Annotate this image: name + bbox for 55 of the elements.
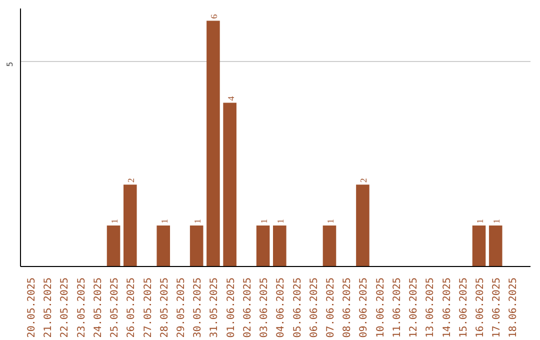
x-tick-label: 30.05.2025 [192,277,204,338]
x-tick-label: 17.06.2025 [492,277,503,338]
x-tick-label: 15.06.2025 [458,277,470,338]
data-label: 2 [126,178,136,183]
x-tick-label: 29.05.2025 [176,277,187,338]
bar [223,102,236,266]
x-tick-label: 06.06.2025 [308,277,320,338]
x-tick-label: 02.06.2025 [242,277,254,338]
x-tick-label: 22.05.2025 [60,277,71,338]
bar [256,226,270,266]
x-tick-label: 27.05.2025 [142,277,154,338]
bar [273,226,286,266]
x-tick-label: 24.05.2025 [92,277,104,338]
x-tick-label: 07.06.2025 [325,277,336,338]
bar [472,226,486,266]
data-label: 1 [492,219,502,224]
x-tick-label: 08.06.2025 [342,277,354,338]
x-tick-label: 05.06.2025 [292,277,304,338]
x-tick-label: 26.05.2025 [126,277,138,338]
data-label: 1 [110,219,120,224]
data-label: 2 [358,178,369,183]
x-tick-label: 20.05.2025 [26,277,38,338]
x-tick-label: 31.05.2025 [209,277,220,338]
x-tick-label: 12.06.2025 [408,277,420,338]
x-tick-label: 13.06.2025 [425,277,436,338]
x-tick-label: 14.06.2025 [442,277,453,338]
x-tick-label: 18.06.2025 [508,277,520,338]
x-tick-label: 04.06.2025 [276,277,287,338]
x-tick-label: 01.06.2025 [226,277,237,338]
x-tick-label: 09.06.2025 [358,277,370,338]
data-label: 6 [209,14,220,19]
y-tick-label: 5 [6,62,14,67]
bar [356,184,370,266]
data-label: 1 [159,219,170,224]
x-tick-label: 03.06.2025 [259,277,270,338]
bar [106,226,120,266]
data-label: 1 [475,219,485,224]
data-label: 1 [259,219,270,224]
data-label: 1 [192,219,203,224]
x-tick-label: 21.05.2025 [43,277,54,338]
x-tick-label: 16.06.2025 [475,277,486,338]
bar [123,184,137,266]
bar [156,226,170,266]
bar [206,20,220,266]
data-label: 4 [226,96,236,101]
data-label: 1 [276,219,286,224]
bar [488,226,502,266]
bar [190,226,204,266]
x-tick-label: 23.05.2025 [76,277,88,338]
x-tick-label: 25.05.2025 [110,277,121,338]
x-tick-label: 10.06.2025 [375,277,386,338]
data-label: 1 [325,219,336,224]
x-tick-label: 28.05.2025 [159,277,170,338]
bar [322,226,336,266]
x-tick-label: 11.06.2025 [392,277,403,338]
